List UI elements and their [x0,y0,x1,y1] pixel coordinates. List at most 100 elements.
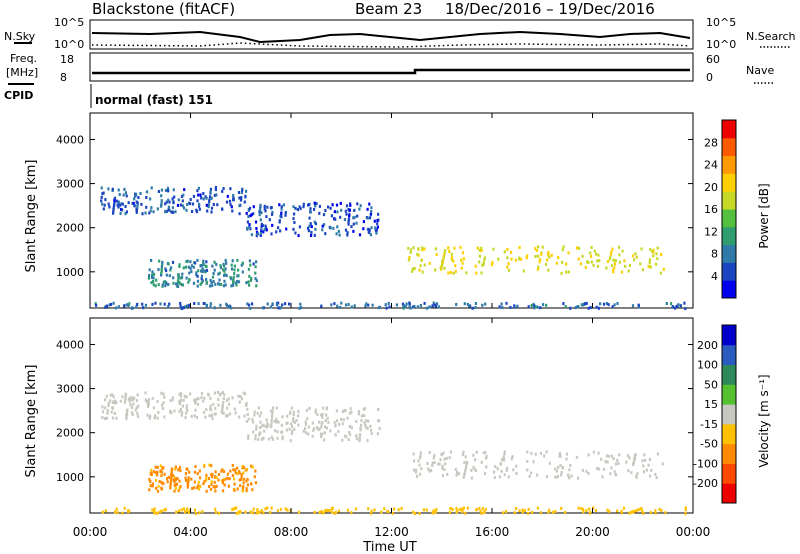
velocity-echo-point [224,477,227,481]
power-echo-point [431,304,434,308]
velocity-echo-point [641,509,644,513]
velocity-echo-point [149,414,152,418]
power-echo-point [151,302,154,306]
velocity-echo-point [569,464,572,467]
velocity-echo-point [551,510,554,514]
velocity-echo-point [178,479,181,483]
velocity-echo-point [174,465,177,469]
power-echo-point [348,214,351,218]
velocity-echo-point [642,470,645,474]
velocity-echo-point [216,390,220,394]
power-echo-point [160,272,163,276]
velocity-echo-point [125,412,128,416]
velocity-echo-point [179,398,183,402]
power-echo-point [465,271,468,275]
power-echo-point [225,302,228,306]
power-echo-point [671,305,674,309]
power-echo-point [612,268,615,272]
velocity-echo-point [180,392,183,396]
velocity-echo-point [170,470,173,474]
power-echo-point [482,261,485,265]
velocity-echo-point [433,461,436,465]
power-echo-point [484,302,487,306]
velocity-echo-point [193,414,196,418]
velocity-echo-point [270,435,273,439]
power-echo-point [631,254,635,258]
power-echo-point [577,305,580,308]
velocity-echo-point [203,396,206,400]
power-echo-point [108,303,111,307]
power-echo-point [410,248,413,252]
xtick-label: 00:00 [73,525,108,539]
power-echo-point [223,273,226,277]
velocity-echo-point [642,511,645,515]
velocity-echo-point [366,426,369,430]
power-echo-point [95,303,98,307]
velocity-echo-point [515,464,518,468]
velocity-echo-point [196,486,199,490]
power-echo-point [356,214,359,218]
power-echo-point [188,271,191,275]
power-echo-point [232,198,235,202]
velocity-echo-point [221,479,225,483]
velocity-echo-point [159,464,162,468]
power-echo-point [476,246,479,250]
power-echo-point [183,206,186,210]
power-echo-point [412,246,415,250]
velocity-echo-point [242,391,245,395]
power-echo-point [270,232,273,236]
velocity-echo-point [482,451,485,455]
velocity-echo-point [245,479,248,483]
power-echo-point [461,261,464,265]
power-echo-point [219,303,222,307]
velocity-echo-point [236,472,239,476]
velocity-echo-point [244,403,247,407]
ytick-label: 1000 [56,266,84,279]
power-echo-point [358,233,362,237]
power-echo-point [338,233,341,237]
velocity-echo-point [275,417,278,421]
velocity-echo-point [325,406,328,410]
velocity-echo-point [182,507,186,511]
velocity-echo-point [238,478,241,482]
power-echo-point [428,305,431,309]
power-echo-point [421,270,424,274]
velocity-echo-point [271,409,274,413]
velocity-echo-point [106,411,109,415]
velocity-echo-point [115,400,118,404]
velocity-echo-point [457,472,460,476]
velocity-echo-point [608,509,611,513]
velocity-echo-point [432,509,435,513]
velocity-echo-point [231,507,234,511]
power-echo-point [237,191,241,194]
power-echo-point [213,193,216,197]
power-echo-point [271,212,274,216]
power-echo-point [596,259,599,263]
velocity-echo-point [334,433,337,437]
velocity-echo-point [147,398,150,402]
velocity-echo-point [328,509,331,512]
velocity-echo-point [426,462,429,465]
power-echo-point [214,186,217,189]
velocity-echo-point [253,475,256,479]
velocity-echo-point [128,398,132,402]
power-echo-point [503,250,506,254]
power-echo-point [323,223,326,227]
velocity-echo-point [253,413,256,417]
power-echo-point [246,220,249,224]
velocity-echo-point [247,417,250,421]
power-echo-point [205,260,208,264]
velocity-echo-point [308,406,311,410]
power-echo-point [145,190,149,194]
velocity-echo-point [217,403,220,407]
power-echo-point [210,281,213,285]
power-echo-point [251,302,254,306]
power-echo-point [635,255,638,259]
power-echo-point [187,280,190,284]
velocity-echo-point [259,431,262,435]
colorbar-frame [721,324,737,504]
power-echo-point [225,200,229,204]
power-echo-point [434,268,437,272]
colorbar-tick-label: 20 [704,181,718,194]
